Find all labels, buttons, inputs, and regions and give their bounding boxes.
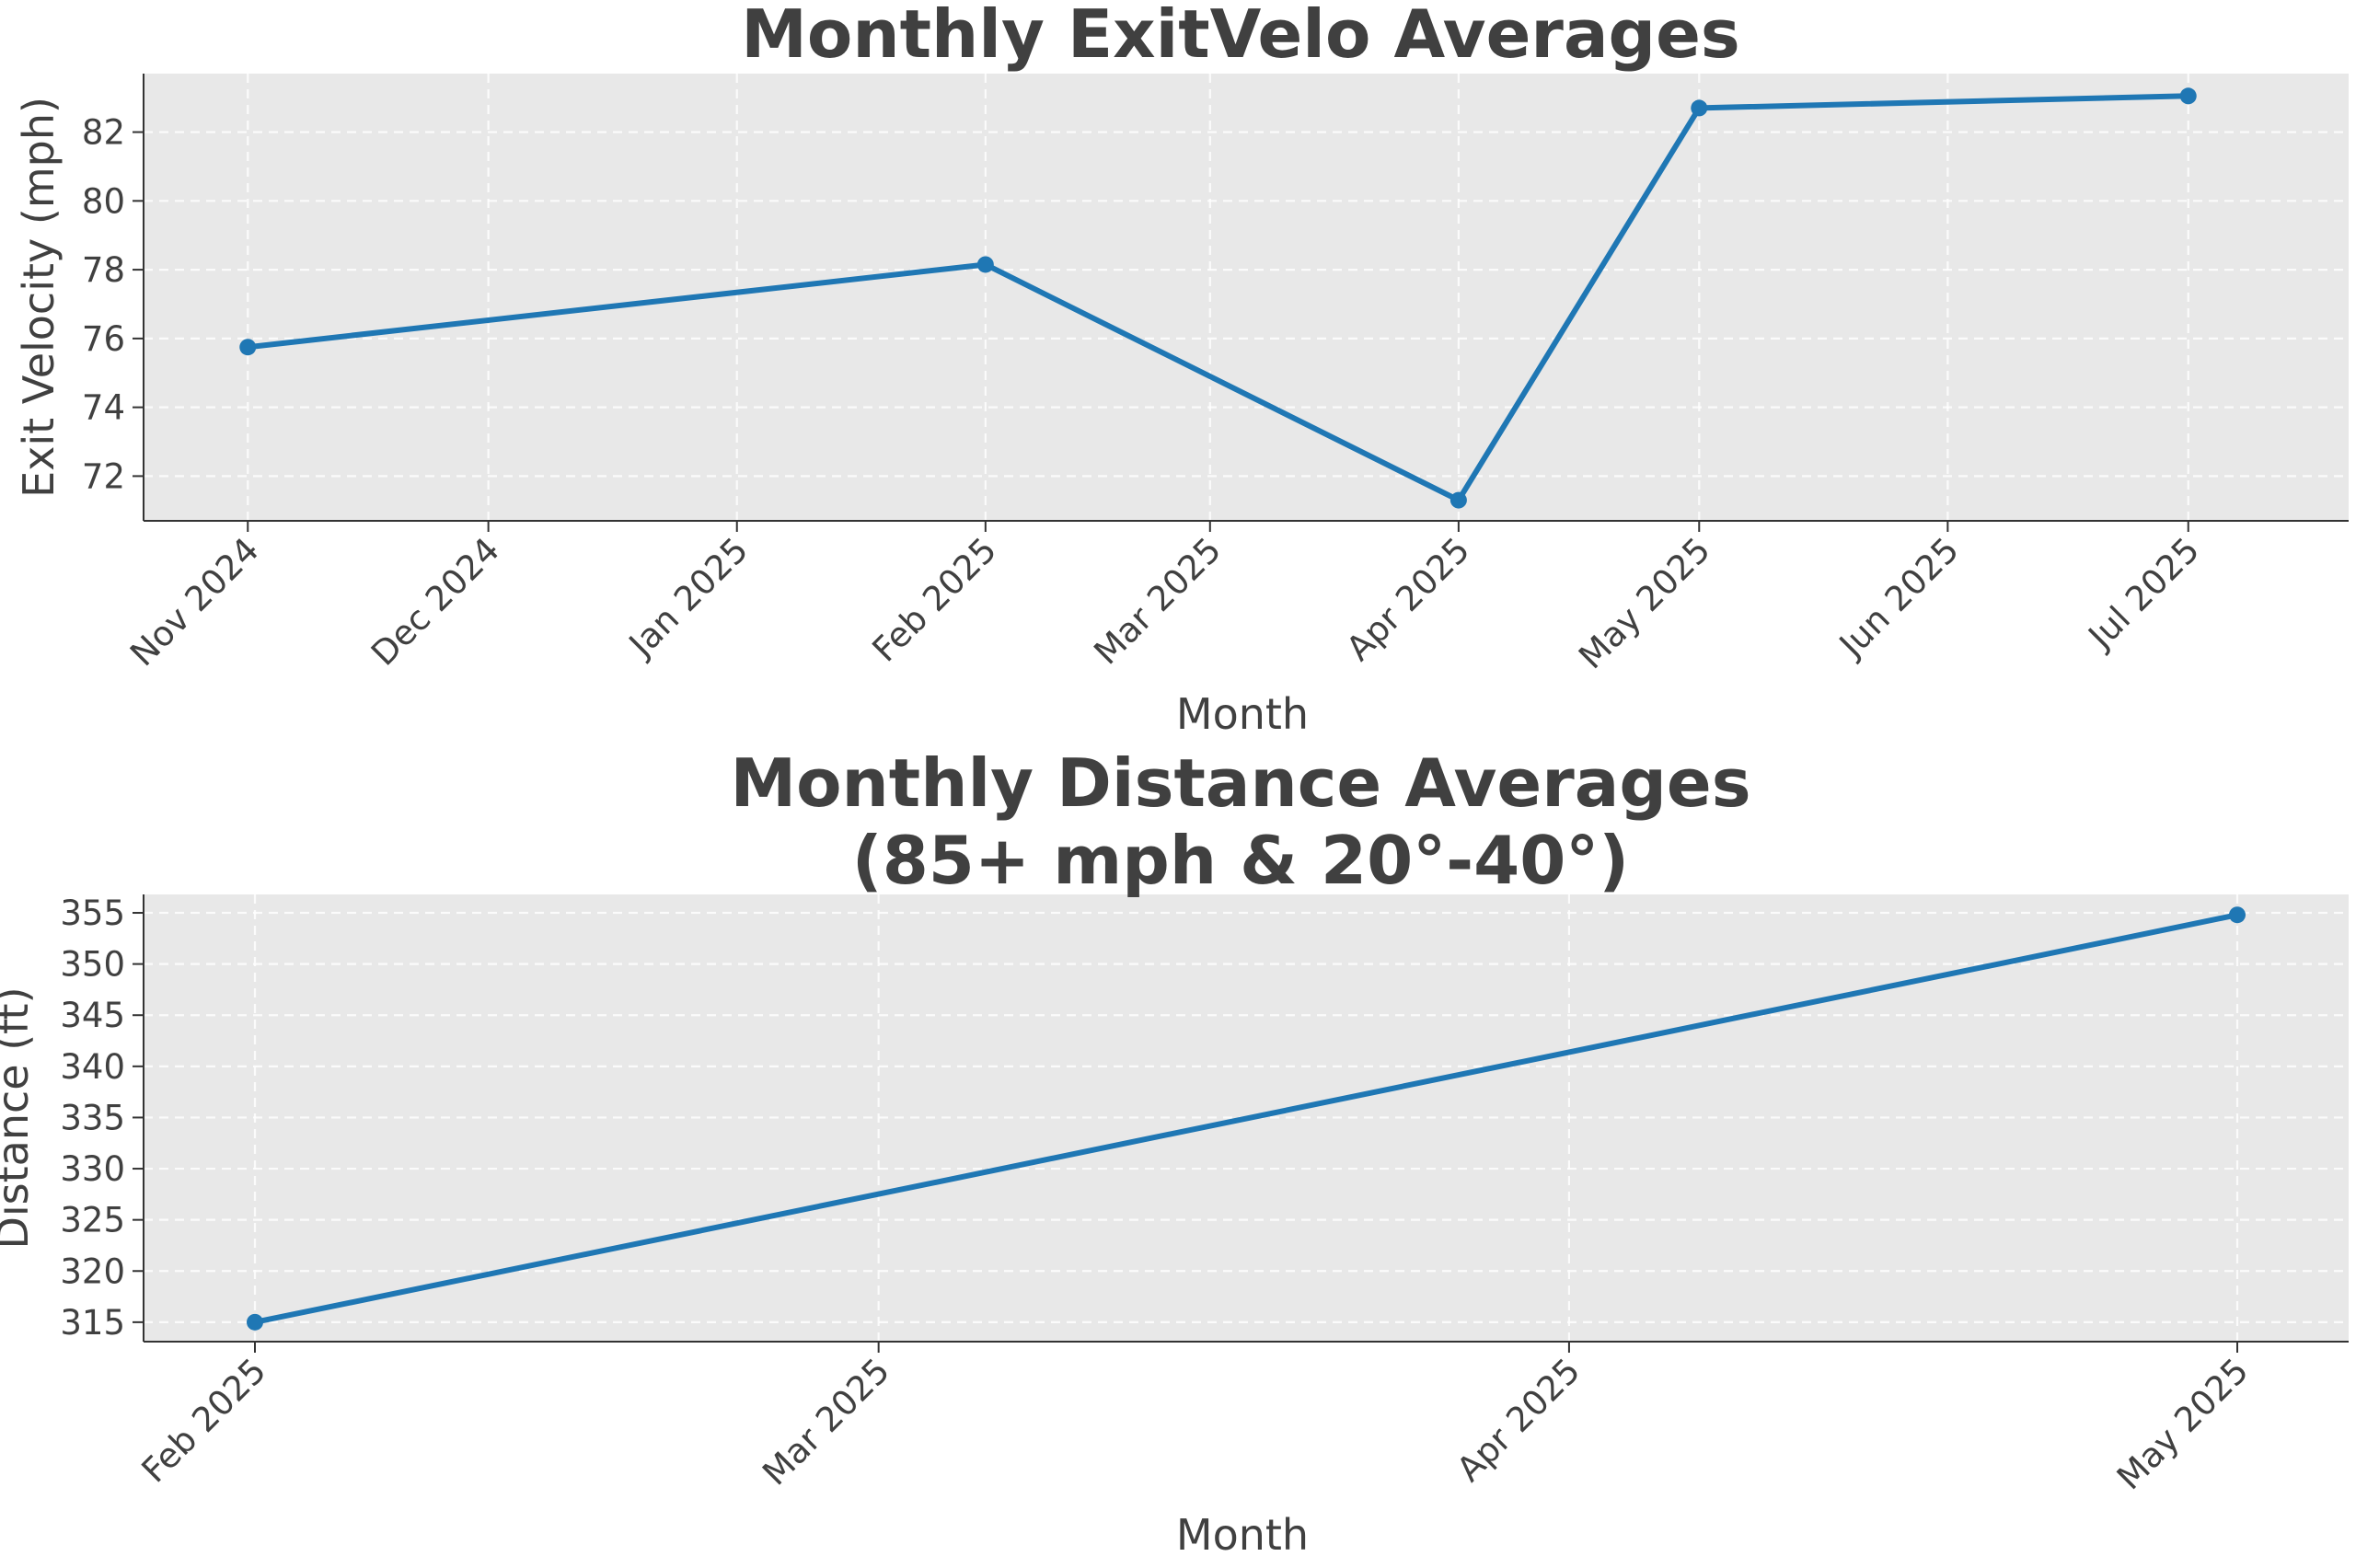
chart-1-data-point <box>2228 906 2246 924</box>
chart-0-data-point <box>976 256 994 273</box>
chart-0-data-point <box>239 339 257 356</box>
chart-1-title: Monthly Distance Averages <box>730 744 1750 822</box>
chart-1-x-tick-label: May 2025 <box>2109 1351 2256 1497</box>
chart-0-y-tick-label: 72 <box>82 456 125 496</box>
chart-1-series-line <box>252 912 2240 1325</box>
chart-0-x-tick-label: May 2025 <box>1571 530 1717 676</box>
chart-0-x-tick-label: Jul 2025 <box>2080 530 2207 657</box>
chart-0-x-tick-label: Dec 2024 <box>364 530 507 674</box>
chart-0-y-tick-label: 82 <box>82 113 125 153</box>
chart-1-y-tick-label: 340 <box>60 1047 125 1087</box>
chart-0-x-tick-label: Apr 2025 <box>1339 530 1478 669</box>
chart-0-y-axis-label: Exit Velocity (mph) <box>14 97 64 498</box>
chart-1-data-point <box>247 1313 264 1331</box>
chart-1-y-tick-label: 335 <box>60 1098 125 1137</box>
chart-1-x-tick-label: Feb 2025 <box>134 1351 274 1491</box>
chart-0-x-tick-label: Feb 2025 <box>865 530 1005 670</box>
chart-1-y-axis-label: Distance (ft) <box>0 986 38 1249</box>
chart-0-x-tick-label: Jan 2025 <box>620 530 756 665</box>
chart-0-data-point <box>1691 99 1708 117</box>
chart-1-y-tick-label: 325 <box>60 1201 125 1240</box>
chart-1-y-tick-label: 350 <box>60 945 125 985</box>
exit-velocity-chart: 72 74 76 78 80 82 Nov 2024 Dec 2024 Jan 2025 Feb … <box>14 0 2349 739</box>
chart-0-title: Monthly ExitVelo Averages <box>741 0 1740 73</box>
chart-0-x-tick-label: Nov 2024 <box>122 530 266 674</box>
chart-0-x-tick-label: Jun 2025 <box>1831 530 1967 666</box>
chart-1-x-tick-label: Mar 2025 <box>755 1351 897 1493</box>
chart-1-y-tick-label: 315 <box>60 1303 125 1343</box>
chart-0-data-point <box>1449 491 1467 509</box>
chart-0-x-tick-label: Mar 2025 <box>1086 530 1229 673</box>
chart-1-y-tick-label: 345 <box>60 996 125 1035</box>
distance-chart: 315 320 325 330 335 340 345 350 355 Feb 2025 Mar 2… <box>0 744 2349 1560</box>
chart-1-x-tick-label: Apr 2025 <box>1449 1351 1588 1490</box>
chart-1-x-axis-label: Month <box>1176 1510 1309 1560</box>
chart-1-y-tick-label: 320 <box>60 1251 125 1291</box>
chart-0-data-point <box>2179 87 2197 105</box>
chart-0-plot-area <box>144 74 2349 521</box>
chart-0-x-axis-label: Month <box>1176 689 1309 739</box>
chart-0-y-tick-label: 80 <box>82 181 125 221</box>
chart-1-y-tick-label: 330 <box>60 1149 125 1189</box>
chart-1-title: (85+ mph & 20°-40°) <box>852 822 1629 899</box>
chart-1-y-tick-label: 355 <box>60 894 125 933</box>
chart-0-y-tick-label: 74 <box>82 388 125 428</box>
chart-0-y-tick-label: 76 <box>82 319 125 359</box>
chart-0-y-tick-label: 78 <box>82 250 125 290</box>
